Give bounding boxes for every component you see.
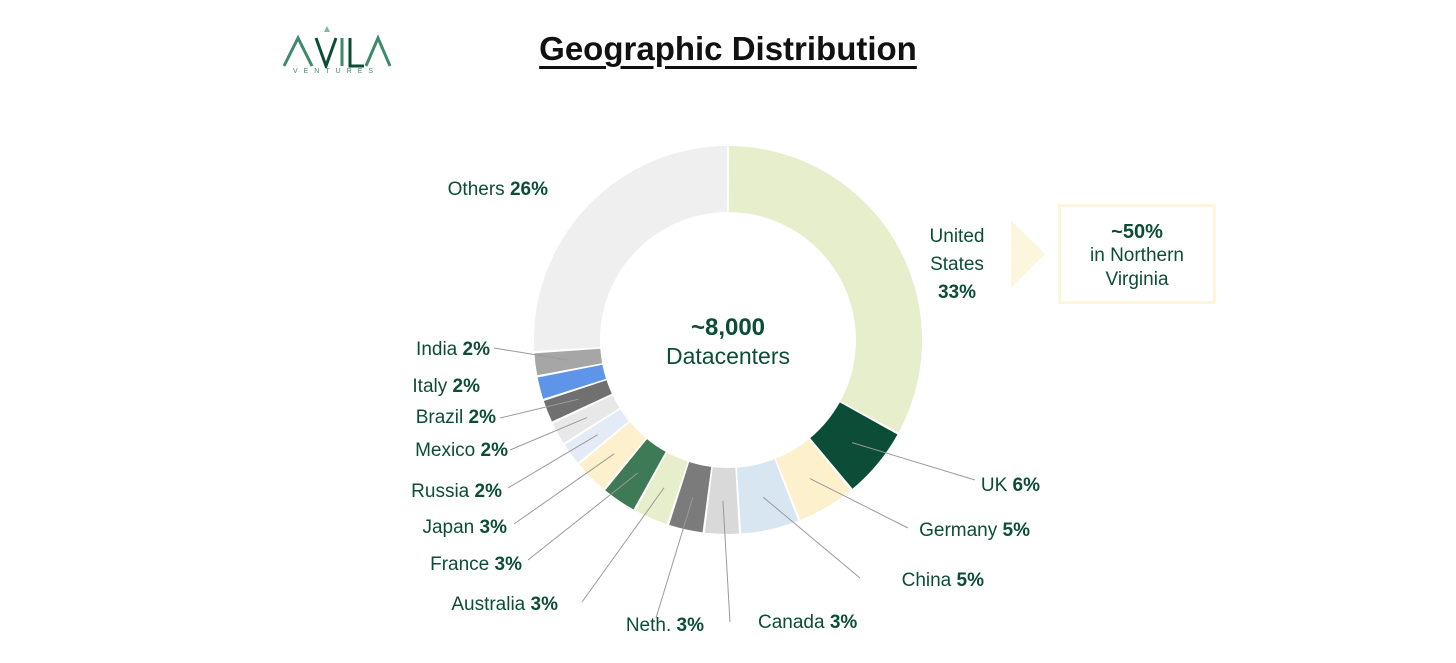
slice-germany — [775, 439, 851, 520]
leader-russia — [507, 434, 599, 489]
leader-australia — [581, 487, 665, 603]
label-australia: Australia 3% — [451, 594, 558, 615]
slice-neth — [669, 461, 712, 533]
slice-labels: United States 33% UK 6% Germany 5% China 5% Ca… — [411, 179, 1040, 636]
logo-mark — [282, 26, 392, 71]
leader-japan — [513, 453, 615, 525]
slice-united-states — [728, 146, 922, 433]
slice-uk — [810, 402, 898, 489]
slice-italy — [537, 364, 607, 399]
callout-value: ~50% — [1111, 221, 1163, 243]
label-mexico: Mexico 2% — [415, 440, 508, 461]
label-united-states: United States 33% — [930, 226, 985, 303]
label-brazil: Brazil 2% — [416, 407, 496, 428]
label-canada: Canada 3% — [758, 612, 857, 633]
label-uk: UK 6% — [981, 475, 1040, 496]
label-japan: Japan 3% — [422, 517, 507, 538]
label-india: India 2% — [416, 339, 490, 360]
center-label: Datacenters — [666, 343, 790, 369]
label-russia: Russia 2% — [411, 481, 502, 502]
leader-china — [762, 496, 861, 579]
slice-brazil — [543, 380, 612, 422]
donut-slices — [534, 146, 922, 534]
leader-uk — [851, 442, 976, 481]
leader-lines — [493, 347, 976, 623]
leader-neth — [655, 496, 694, 619]
center-value: ~8,000 — [691, 314, 765, 341]
logo-subtitle: VENTURES — [292, 68, 380, 75]
slice-china — [736, 459, 799, 534]
page-title: Geographic Distribution — [539, 30, 917, 67]
label-neth: Neth. 3% — [626, 615, 704, 636]
leader-canada — [722, 500, 731, 623]
slice-mexico — [552, 395, 620, 443]
vila-logo: VENTURES — [280, 26, 392, 86]
callout-arrow — [1011, 220, 1045, 288]
leader-brazil — [499, 398, 579, 419]
label-others: Others 26% — [448, 179, 548, 200]
callout-line2: Virginia — [1105, 269, 1169, 290]
leader-india — [493, 347, 569, 361]
slice-russia — [564, 409, 629, 463]
label-germany: Germany 5% — [919, 520, 1030, 541]
leader-mexico — [509, 417, 588, 451]
slice-australia — [635, 452, 688, 525]
label-italy: Italy 2% — [412, 376, 480, 397]
leader-france — [527, 472, 638, 561]
northern-virginia-callout: ~50% in Northern Virginia — [1058, 204, 1216, 304]
leader-germany — [809, 478, 909, 529]
callout-line1: in Northern — [1090, 245, 1184, 266]
label-china: China 5% — [902, 570, 984, 591]
slice-canada — [704, 467, 740, 534]
label-france: France 3% — [430, 554, 522, 575]
slice-others — [534, 146, 728, 352]
slice-india — [534, 348, 603, 376]
